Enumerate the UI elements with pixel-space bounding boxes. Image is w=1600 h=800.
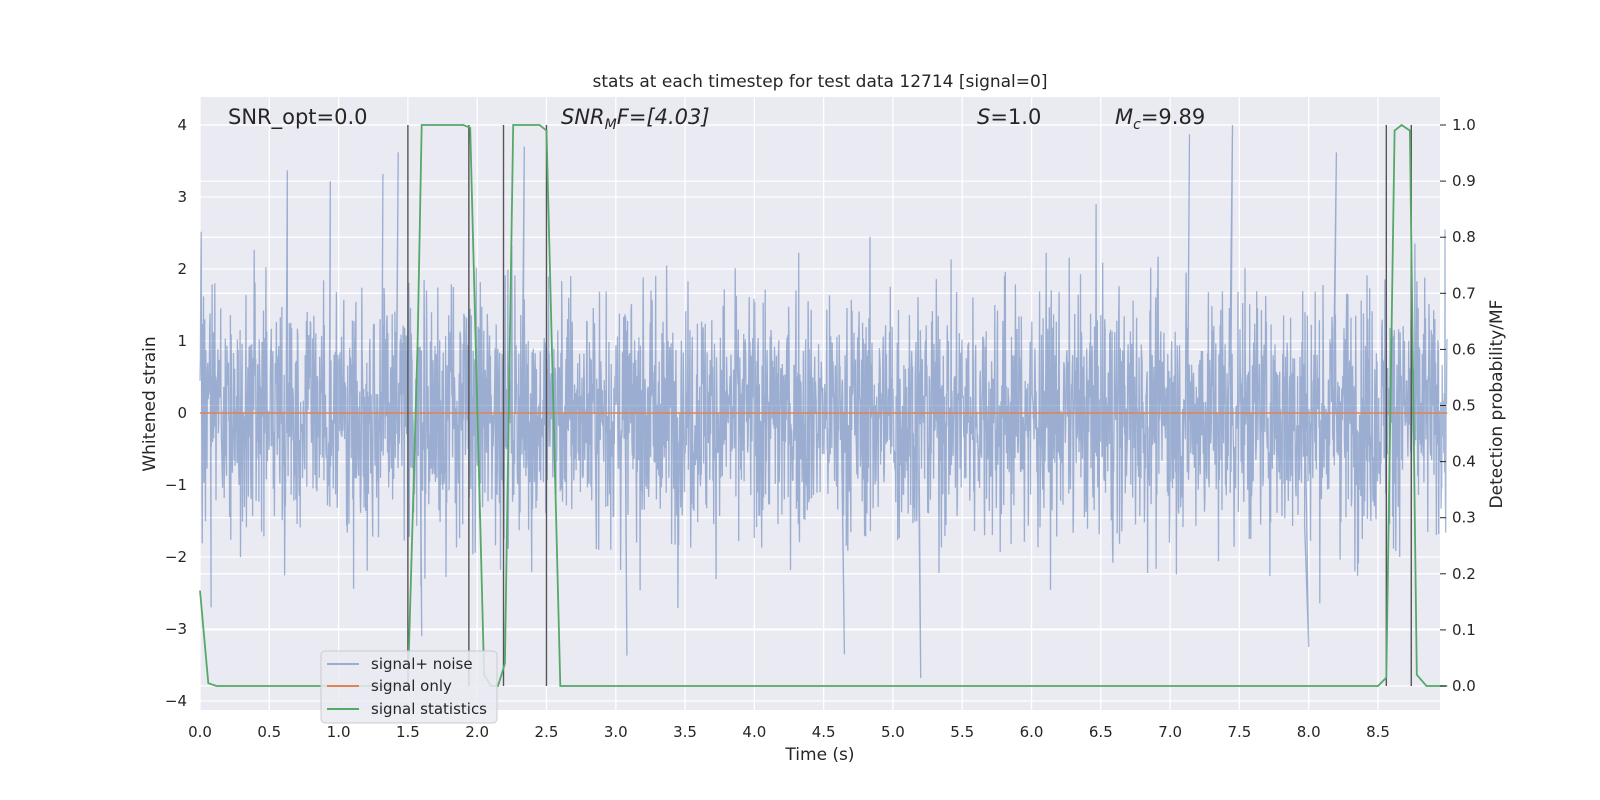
x-tick-label: 4.0 [742,723,766,741]
y-left-tick-label: −1 [165,476,187,494]
x-tick-label: 6.0 [1020,723,1044,741]
y-left-tick-label: 3 [177,188,187,206]
y-left-tick-label: −3 [165,620,187,638]
annotation-mc-sub: c [1133,117,1141,133]
y-right-tick-label: 0.2 [1452,565,1476,583]
y-right-tick-label: 0.1 [1452,621,1476,639]
x-tick-label: 3.5 [673,723,697,741]
legend: signal+ noise signal only signal statist… [320,650,498,724]
x-tick-label: 1.5 [396,723,420,741]
annotation-mc-rest: =9.89 [1141,105,1205,129]
y-right-tick-label: 1.0 [1452,116,1476,134]
y-right-tick-label: 0.4 [1452,453,1476,471]
x-tick-label: 3.0 [604,723,628,741]
x-axis-label: Time (s) [784,745,854,765]
y-right-tick-label: 0.0 [1452,677,1476,695]
annotation-snr-mf-main: SNR [561,105,605,129]
noise-trace [199,124,1448,679]
legend-box [320,650,498,724]
annotation-snr-opt: SNR_opt=0.0 [228,105,368,130]
y-right-tick-label: 0.9 [1452,172,1476,190]
y-axis-right-label: Detection probability/MF [1487,300,1507,509]
y-left-tick-label: 1 [177,332,187,350]
y-left-tick-label: −4 [165,692,187,710]
x-tick-label: 0.5 [257,723,281,741]
y-right-tick-label: 0.5 [1452,397,1476,415]
x-tick-label: 6.5 [1089,723,1113,741]
series-signal-plus-noise [199,124,1448,679]
x-tick-label: 4.5 [812,723,836,741]
annotation-s-rest: =1.0 [990,105,1041,129]
x-tick-label: 8.0 [1297,723,1321,741]
y-left-tick-label: 2 [177,260,187,278]
legend-label-signal-only: signal only [371,677,452,695]
annotation-s-var: S [977,105,990,129]
vertical-markers [407,125,1412,686]
x-tick-label: 2.5 [535,723,559,741]
x-tick-label: 2.0 [465,723,489,741]
x-tick-label: 5.0 [881,723,905,741]
x-tick-label: 5.5 [950,723,974,741]
y-left-tick-label: 0 [177,404,187,422]
x-axis-ticks: 0.0 0.5 1.0 1.5 2.0 2.5 3.0 3.5 4.0 4.5 5.0 5.5 6.0 6… [188,723,1390,741]
y-axis-right-ticks: 0.0 0.1 0.2 0.3 0.4 0.5 0.6 0.7 0.8 0.9 1.0 [1440,116,1476,695]
legend-label-signal-plus-noise: signal+ noise [371,655,473,673]
y-right-tick-label: 0.8 [1452,228,1476,246]
x-tick-label: 8.5 [1366,723,1390,741]
y-right-tick-label: 0.6 [1452,340,1476,358]
y-axis-left-label: Whitened strain [140,336,160,471]
y-left-tick-label: 4 [177,116,187,134]
annotation-mc: Mc=9.89 [1115,105,1205,133]
x-tick-label: 7.0 [1158,723,1182,741]
x-tick-label: 7.5 [1227,723,1251,741]
y-right-tick-label: 0.7 [1452,284,1476,302]
annotation-snr-mf: SNRMF=[4.03] [561,105,710,133]
annotation-snr-mf-rest: F=[4.03] [617,105,710,129]
x-tick-label: 1.0 [327,723,351,741]
y-left-tick-label: −2 [165,548,187,566]
annotation-s: S=1.0 [977,105,1041,129]
x-tick-label: 0.0 [188,723,212,741]
annotation-mc-var: M [1115,105,1133,129]
legend-label-signal-statistics: signal statistics [371,700,487,718]
annotation-snr-mf-sub: M [605,117,617,133]
y-axis-left-ticks: −4 −3 −2 −1 0 1 2 3 4 [165,116,187,710]
y-right-tick-label: 0.3 [1452,509,1476,527]
chart-title: stats at each timestep for test data 127… [593,72,1048,92]
